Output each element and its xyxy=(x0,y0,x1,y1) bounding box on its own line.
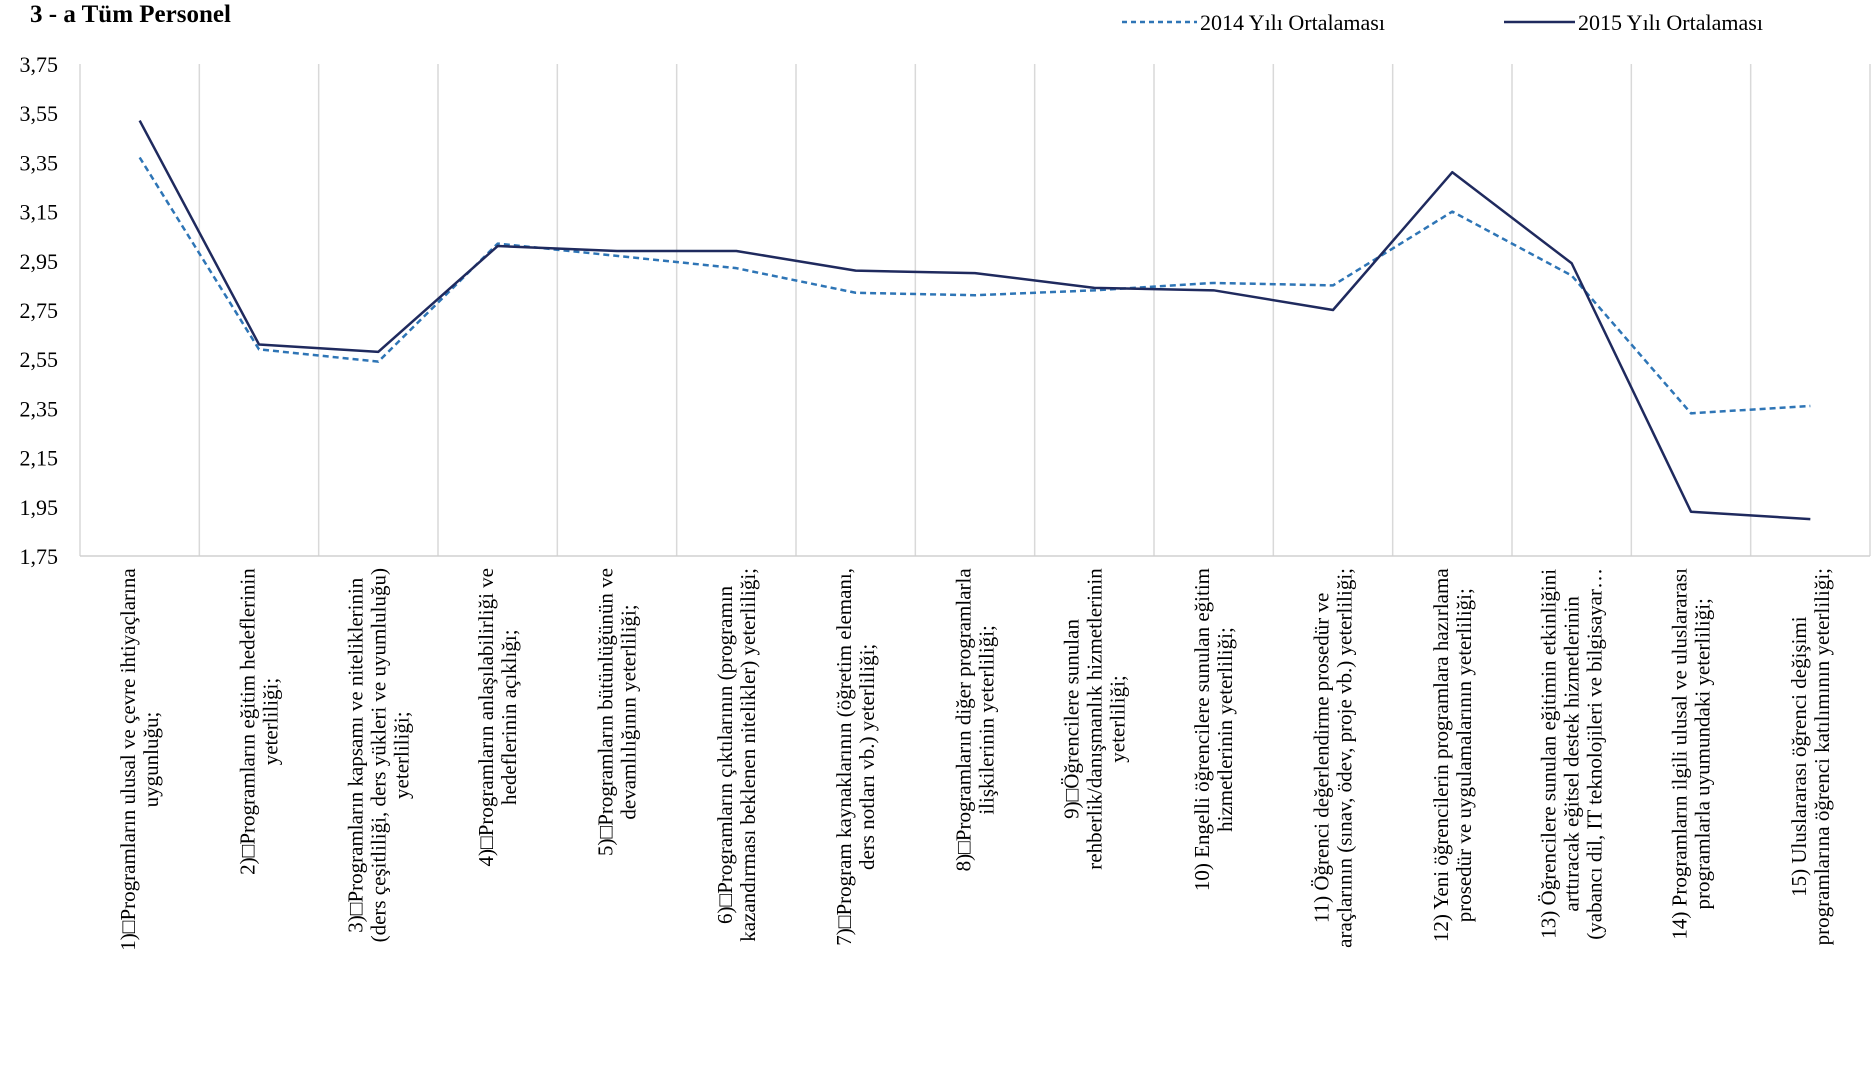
y-tick-label: 1,75 xyxy=(20,544,59,569)
legend: 2014 Yılı Ortalaması 2015 Yılı Ortalamas… xyxy=(1122,10,1763,35)
x-tick-label: 5)□Programların bütünlüğünün vedevamlılı… xyxy=(594,568,641,856)
y-tick-label: 3,55 xyxy=(20,101,59,126)
y-tick-label: 2,75 xyxy=(20,298,59,323)
y-tick-label: 2,55 xyxy=(20,347,59,372)
legend-item-2015: 2015 Yılı Ortalaması xyxy=(1504,10,1763,35)
x-tick-label: 14) Programların ilgili ulusal ve ulusla… xyxy=(1668,568,1715,940)
x-tick-label: 2)□Programların eğitim hedeflerininyeter… xyxy=(236,568,283,875)
y-tick-label: 2,35 xyxy=(20,396,59,421)
y-axis: 3,75 3,55 3,35 3,15 2,95 2,75 2,55 2,35 2,15 1,95… xyxy=(20,52,59,569)
y-tick-label: 3,75 xyxy=(20,52,59,77)
gridlines xyxy=(79,64,1871,556)
y-tick-label: 2,15 xyxy=(20,446,59,471)
series-lines xyxy=(138,119,1811,521)
x-tick-label: 4)□Programların anlaşılabilirliği vehede… xyxy=(474,568,521,866)
legend-label-2015: 2015 Yılı Ortalaması xyxy=(1578,10,1763,35)
x-axis: 1)□Programların ulusal ve çevre ihtiyaçl… xyxy=(116,568,1834,951)
y-tick-label: 1,95 xyxy=(20,495,59,520)
series-line-2014 xyxy=(138,156,1811,415)
x-tick-label: 7)□Program kaynaklarının (öğretim eleman… xyxy=(832,568,879,946)
x-tick-label: 15) Uluslararası öğrenci değişimiprogram… xyxy=(1787,568,1834,945)
x-tick-label: 1)□Programların ulusal ve çevre ihtiyaçl… xyxy=(116,568,163,951)
legend-item-2014: 2014 Yılı Ortalaması xyxy=(1122,10,1385,35)
x-tick-label: 11) Öğrenci değerlendirme prosedür veara… xyxy=(1310,568,1357,948)
x-tick-label: 10) Engelli öğrencilere sunulan eğitimhi… xyxy=(1190,568,1237,891)
x-tick-label: 13) Öğrencilere sunulan eğitimin etkinli… xyxy=(1537,568,1607,940)
legend-label-2014: 2014 Yılı Ortalaması xyxy=(1200,10,1385,35)
y-tick-label: 3,15 xyxy=(20,200,59,225)
series-line-2015 xyxy=(138,119,1811,521)
x-tick-label: 3)□Programların kapsamı ve niteliklerini… xyxy=(343,568,413,942)
x-tick-label: 6)□Programların çıktılarının (programınk… xyxy=(713,568,760,942)
x-tick-label: 8)□Programların diğer programlarlailişki… xyxy=(952,568,999,872)
chart-title: 3 - a Tüm Personel xyxy=(30,1,231,28)
x-tick-label: 9)□Öğrencilere sunulanrehberlik/danışman… xyxy=(1059,568,1129,870)
y-tick-label: 3,35 xyxy=(20,150,59,175)
x-tick-label: 12) Yeni öğrencilerin programlara hazırl… xyxy=(1429,568,1476,942)
y-tick-label: 2,95 xyxy=(20,249,59,274)
